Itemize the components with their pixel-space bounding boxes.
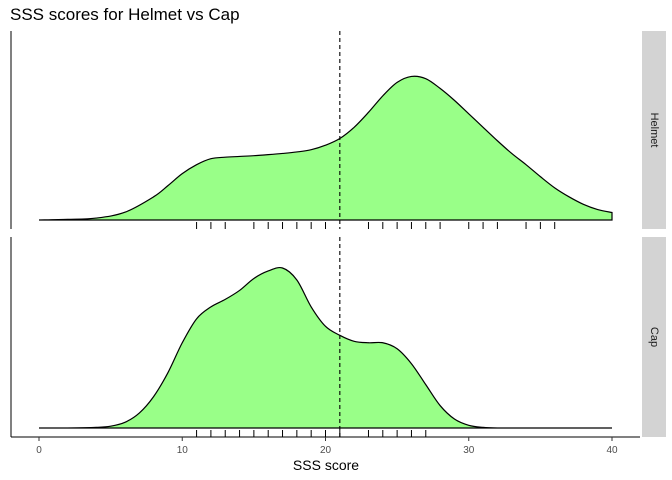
x-tick-label: 10 xyxy=(177,445,189,456)
density-area-helmet xyxy=(38,75,613,221)
chart-title: SSS scores for Helmet vs Cap xyxy=(10,5,240,24)
x-axis-label: SSS score xyxy=(293,457,359,473)
x-tick-label: 20 xyxy=(320,445,332,456)
facet-strip xyxy=(642,237,666,437)
density-area-cap xyxy=(38,266,612,429)
panel-cap: Cap xyxy=(10,237,666,437)
facet-strip-label: Cap xyxy=(648,327,660,347)
panels-group: Helmet Cap xyxy=(10,31,666,437)
x-tick-label: 30 xyxy=(463,445,475,456)
panel-helmet: Helmet xyxy=(10,31,666,229)
facet-strip-label: Helmet xyxy=(648,113,660,148)
x-tick-label: 0 xyxy=(36,445,42,456)
x-axis: 0 10 20 30 40 xyxy=(11,436,640,456)
x-tick-label: 40 xyxy=(606,445,618,456)
facet-strip xyxy=(642,31,666,229)
